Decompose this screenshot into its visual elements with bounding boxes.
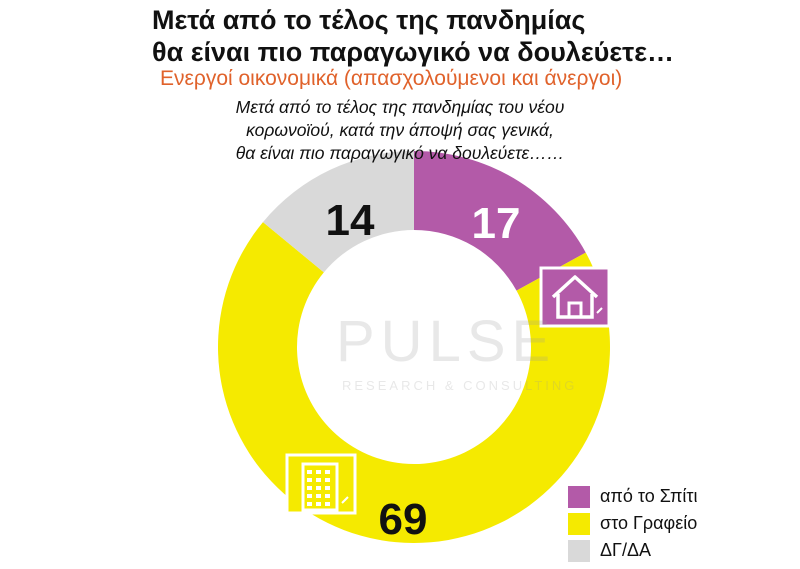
legend-item: από το Σπίτι xyxy=(568,483,698,510)
house-icon xyxy=(539,266,611,328)
slice-0 xyxy=(414,151,586,291)
survey-question: Μετά από το τέλος της πανδημίας του νέου… xyxy=(150,96,650,165)
legend-item: στο Γραφείο xyxy=(568,510,698,537)
data-label-1: 69 xyxy=(379,495,428,544)
question-line-1: Μετά από το τέλος της πανδημίας του νέου xyxy=(235,97,565,117)
office-building-icon xyxy=(285,453,357,515)
chart-subtitle: Ενεργοί οικονομικά (απασχολούμενοι και ά… xyxy=(160,67,623,90)
legend-label: ΔΓ/ΔΑ xyxy=(600,540,651,560)
data-label-0: 17 xyxy=(472,199,521,248)
slice-icons xyxy=(285,266,611,515)
donut-slices xyxy=(217,151,611,543)
legend-label: στο Γραφείο xyxy=(600,513,698,533)
legend-swatch xyxy=(568,485,590,508)
data-label-2: 14 xyxy=(326,196,375,245)
chart-legend: από το Σπίτι στο Γραφείο ΔΓ/ΔΑ xyxy=(568,483,698,564)
question-line-2: κορωνοϊού, κατά την άποψή σας γενικά, xyxy=(246,120,554,140)
legend-swatch xyxy=(568,539,590,562)
title-line-1: Μετά από το τέλος της πανδημίας xyxy=(152,5,586,35)
legend-label: από το Σπίτι xyxy=(600,486,698,506)
legend-swatch xyxy=(568,512,590,535)
legend-item: ΔΓ/ΔΑ xyxy=(568,537,698,564)
data-labels: 17 69 14 xyxy=(326,196,521,544)
title-line-2: θα είναι πιο παραγωγικό να δουλεύετε… xyxy=(152,37,675,67)
question-line-3: θα είναι πιο παραγωγικό να δουλεύετε…… xyxy=(235,143,565,163)
chart-title: Μετά από το τέλος της πανδημίας θα είναι… xyxy=(152,4,752,68)
slice-2 xyxy=(262,151,414,273)
